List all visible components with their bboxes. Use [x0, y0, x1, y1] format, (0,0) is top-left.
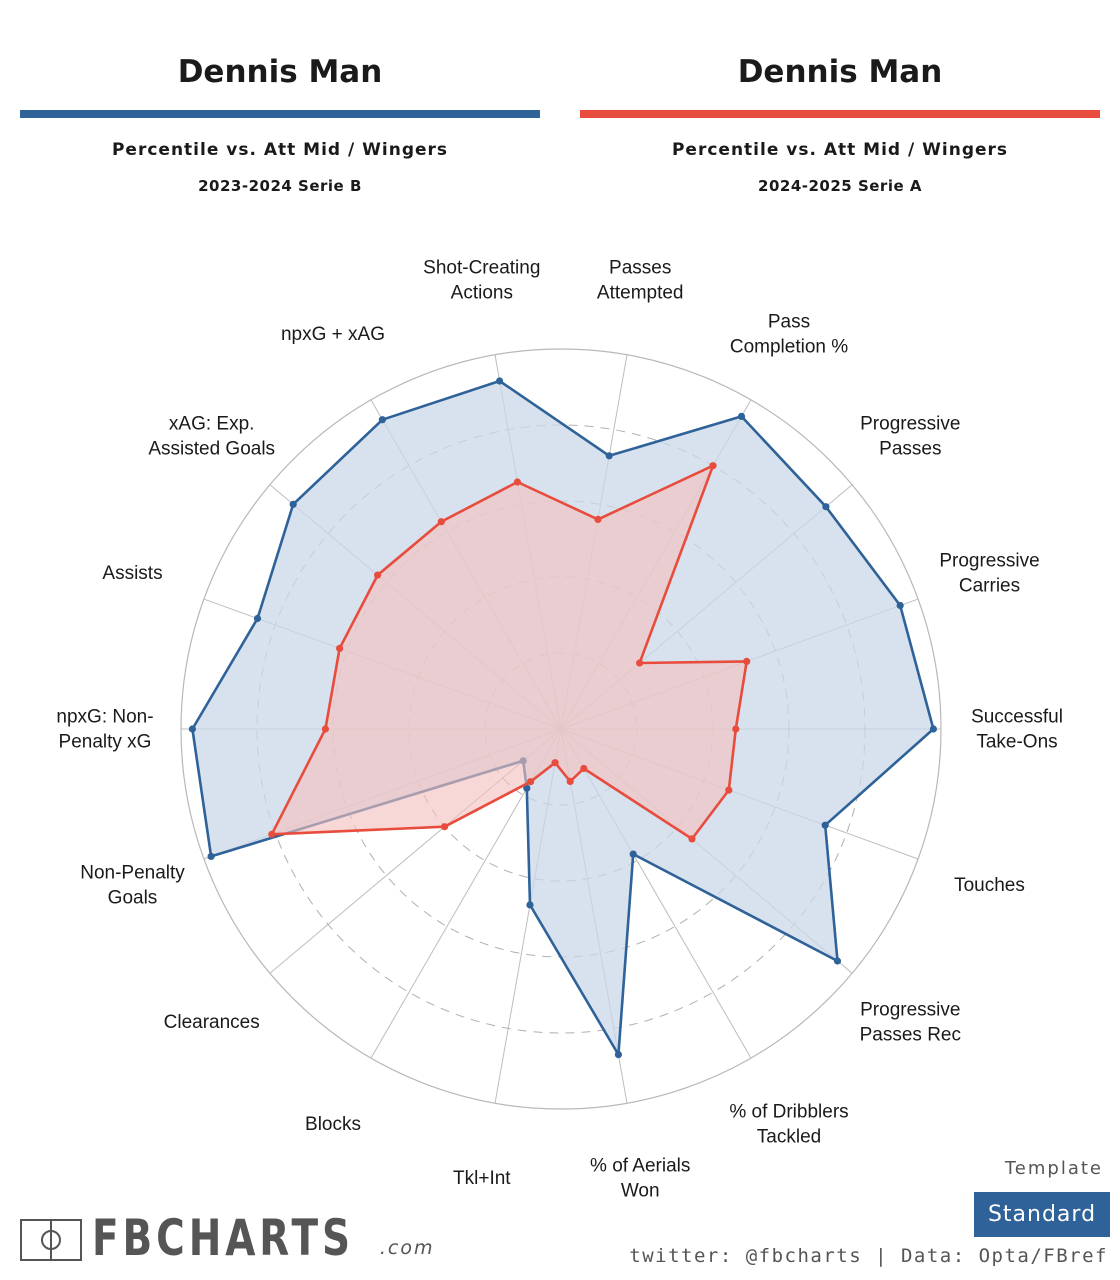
- series-point-blue: [289, 500, 297, 508]
- series-point-red: [688, 835, 696, 843]
- series-point-blue: [822, 503, 830, 511]
- right-season: 2024-2025 Serie A: [758, 177, 922, 195]
- right-color-bar: [580, 110, 1100, 118]
- series-point-blue: [526, 901, 534, 909]
- series-point-red: [513, 478, 522, 486]
- axis-label: Successful Take-Ons: [971, 707, 1063, 753]
- series-point-blue: [496, 377, 504, 385]
- pitch-icon: [20, 1219, 82, 1261]
- series-point-red: [743, 657, 751, 666]
- axis-label-line: Actions: [451, 282, 513, 303]
- axis-label-line: Progressive: [860, 1000, 960, 1021]
- series-point-red: [725, 786, 733, 794]
- series-point-red: [566, 777, 574, 786]
- left-color-bar: [20, 110, 540, 118]
- axis-label-line: Carries: [959, 576, 1020, 597]
- axis-label: xAG: Exp. Assisted Goals: [148, 413, 275, 459]
- axis-label-line: npxG + xAG: [281, 324, 385, 345]
- axis-label: Touches: [954, 875, 1025, 896]
- axis-label-line: Take-Ons: [976, 732, 1057, 753]
- axis-label-line: Successful: [971, 707, 1063, 728]
- series-point-red: [268, 830, 276, 838]
- axis-label-line: Tkl+Int: [453, 1168, 511, 1189]
- axis-label-line: Progressive: [860, 413, 960, 434]
- axis-label: % of Aerials Won: [590, 1156, 690, 1202]
- series-point-blue: [929, 725, 938, 733]
- left-season: 2023-2024 Serie B: [198, 177, 362, 195]
- axis-label: Assists: [102, 563, 162, 584]
- axis-label: Tkl+Int: [453, 1168, 511, 1189]
- axis-label-line: % of Dribblers: [729, 1101, 848, 1122]
- axis-label-line: Pass: [768, 312, 810, 333]
- series-point-blue: [833, 957, 842, 965]
- series-point-red: [437, 518, 445, 526]
- left-player-name: Dennis Man: [177, 54, 383, 90]
- series-point-red: [551, 759, 559, 767]
- axis-label: Passes Attempted: [597, 257, 684, 303]
- series-point-blue: [605, 452, 613, 460]
- axis-label-line: Won: [621, 1181, 660, 1202]
- axis-label-line: Shot-Creating: [423, 257, 540, 278]
- template-label: Template: [1004, 1158, 1103, 1179]
- axis-label-line: Blocks: [305, 1114, 361, 1135]
- logo-text: FBCHARTS: [92, 1209, 354, 1267]
- axis-label: Blocks: [305, 1114, 361, 1135]
- series-point-red: [594, 515, 602, 524]
- series-point-blue: [614, 1051, 623, 1059]
- right-player-name: Dennis Man: [737, 54, 943, 90]
- series-point-red: [321, 725, 329, 733]
- data-credit: twitter: @fbcharts | Data: Opta/FBref: [629, 1245, 1108, 1267]
- series-point-blue: [378, 416, 386, 424]
- fbcharts-logo: FBCHARTS .com: [20, 1213, 435, 1263]
- axis-label: Progressive Passes: [860, 413, 960, 459]
- axis-label-line: Clearances: [164, 1012, 260, 1033]
- series-point-blue: [629, 850, 637, 858]
- series-point-red: [709, 462, 717, 470]
- axis-label-line: npxG: Non-: [56, 707, 153, 728]
- axis-label-line: Assisted Goals: [148, 438, 275, 459]
- axis-label-line: Touches: [954, 875, 1025, 896]
- axis-label: npxG: Non- Penalty xG: [56, 707, 153, 753]
- series-point-red: [636, 659, 644, 667]
- series-point-blue: [207, 852, 215, 861]
- axis-label-line: Passes Rec: [860, 1025, 961, 1046]
- axis-label-line: Penalty xG: [59, 732, 152, 753]
- series-point-red: [732, 725, 740, 733]
- axis-label: Shot-Creating Actions: [423, 257, 540, 303]
- series-point-blue: [821, 821, 829, 829]
- right-comparison: Percentile vs. Att Mid / Wingers: [671, 140, 1009, 160]
- axis-label-line: Attempted: [597, 282, 684, 303]
- axis-label-line: Passes: [879, 438, 941, 459]
- left-comparison: Percentile vs. Att Mid / Wingers: [111, 140, 449, 160]
- axis-label-line: Assists: [102, 563, 162, 584]
- axis-label: npxG + xAG: [281, 324, 385, 345]
- axis-label-line: Passes: [609, 257, 671, 278]
- series-point-blue: [253, 614, 262, 623]
- series-point-red: [336, 644, 344, 653]
- axis-label-line: Completion %: [730, 337, 848, 358]
- logo-suffix: .com: [379, 1237, 435, 1259]
- series-point-red: [527, 778, 535, 786]
- axis-label: Non-Penalty Goals: [80, 863, 185, 909]
- axis-label: Progressive Carries: [939, 551, 1039, 597]
- series-point-blue: [523, 784, 531, 792]
- axis-label-line: xAG: Exp.: [169, 413, 255, 434]
- series-point-red: [580, 764, 588, 773]
- axis-label-line: % of Aerials: [590, 1156, 690, 1177]
- series-point-blue: [737, 412, 746, 420]
- axis-label-line: Goals: [108, 888, 158, 909]
- axis-label-line: Non-Penalty: [80, 863, 185, 884]
- axis-label: Pass Completion %: [730, 312, 848, 358]
- series-point-blue: [896, 601, 904, 610]
- series-point-red: [374, 571, 382, 579]
- axis-label: Progressive Passes Rec: [860, 1000, 961, 1046]
- axis-label: % of Dribblers Tackled: [729, 1101, 848, 1147]
- axis-label-line: Progressive: [939, 551, 1039, 572]
- axis-label-line: Tackled: [757, 1126, 821, 1147]
- series-point-blue: [188, 725, 196, 733]
- series-point-red: [441, 823, 449, 831]
- template-badge: Standard: [974, 1192, 1110, 1237]
- axis-label: Clearances: [164, 1012, 260, 1033]
